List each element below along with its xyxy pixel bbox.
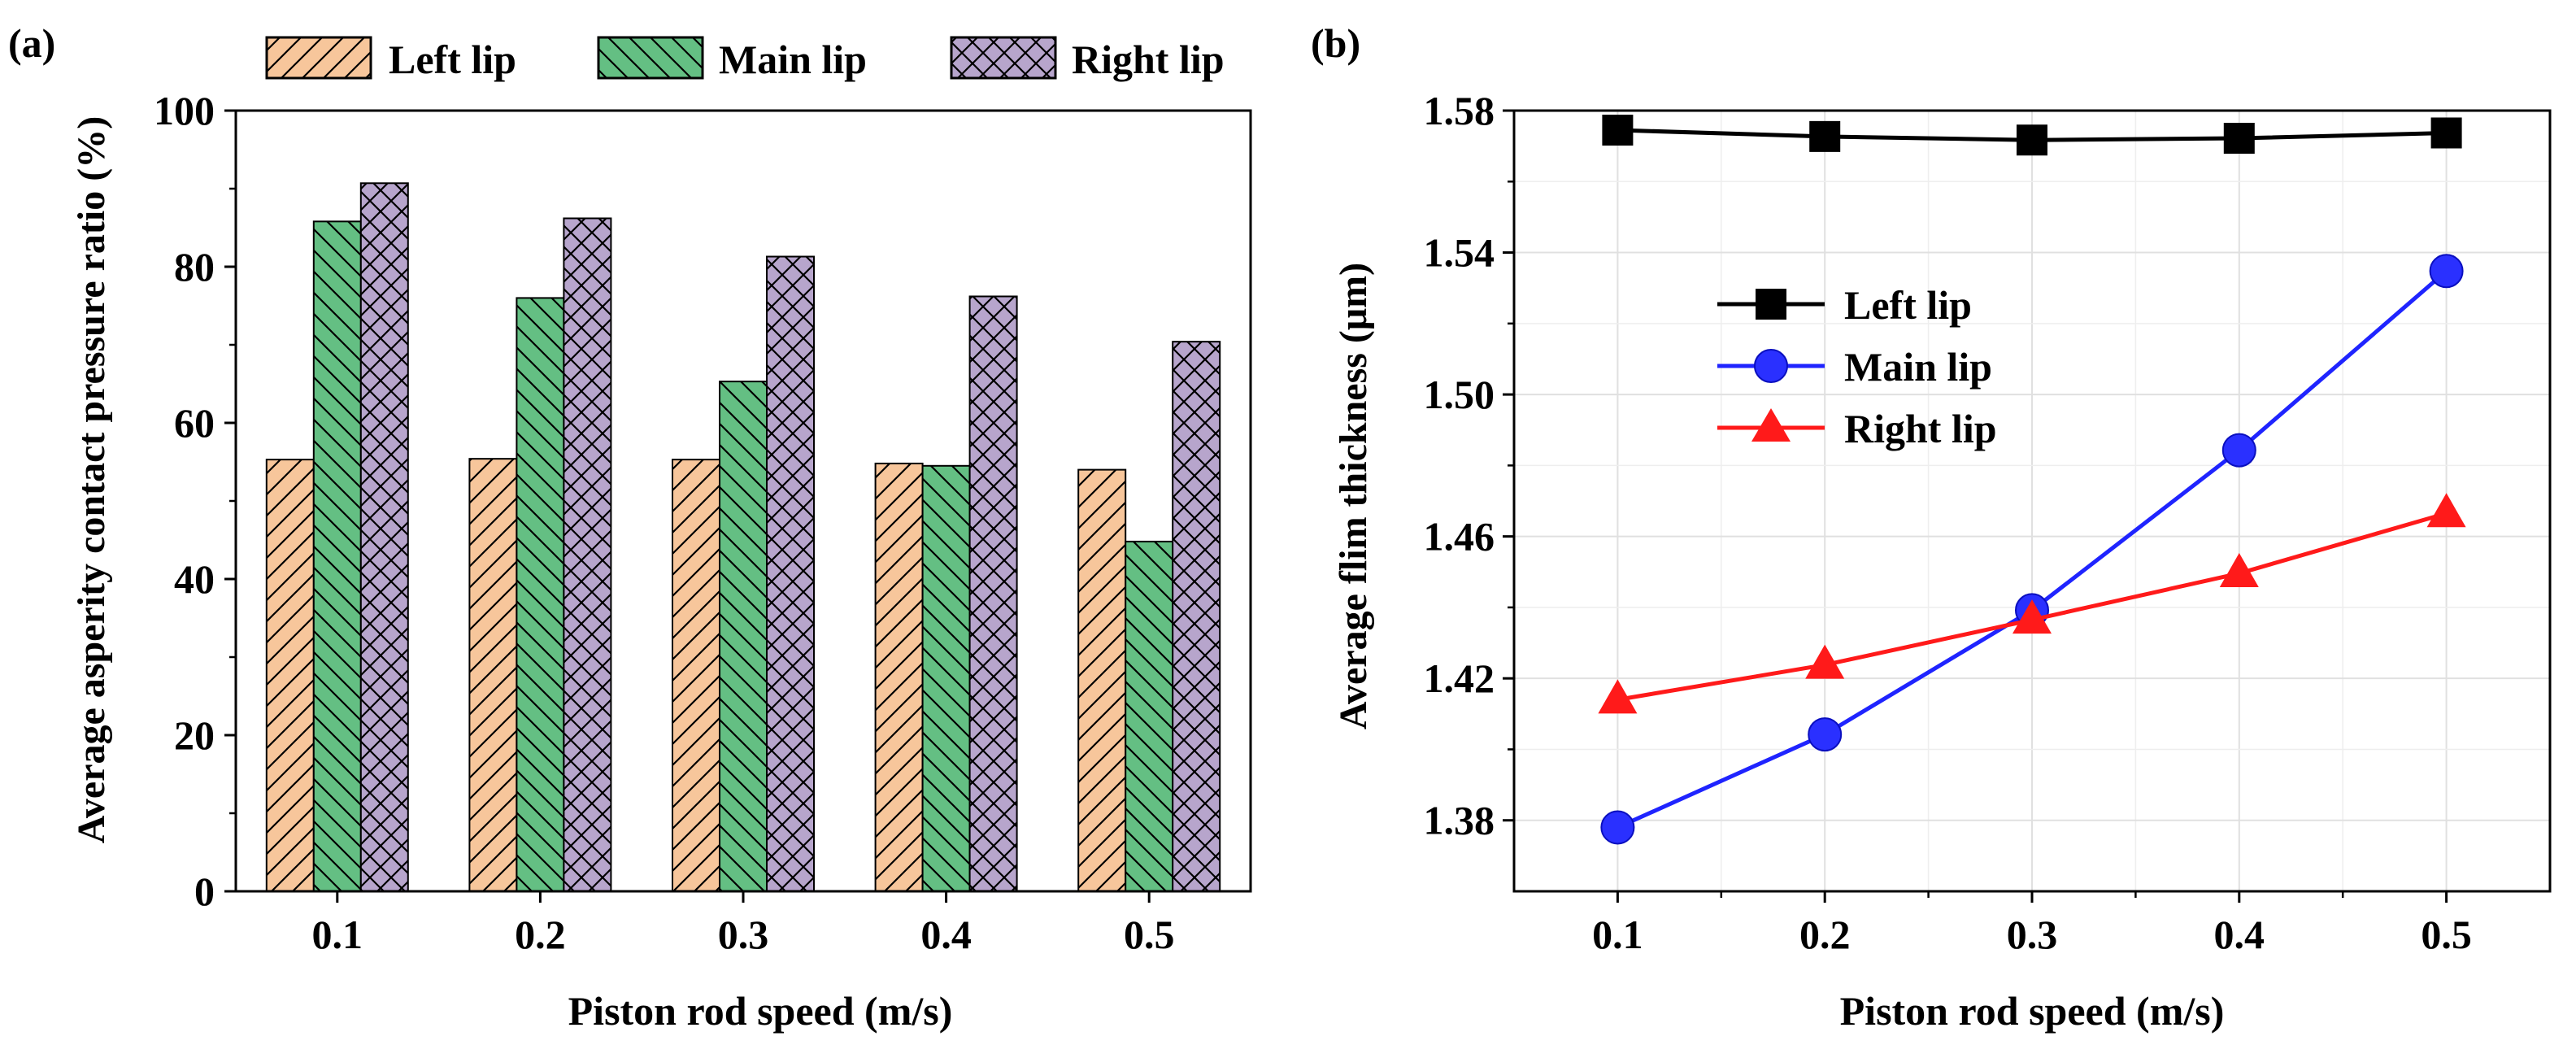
legend-b-label-left: Left lip xyxy=(1844,282,1972,328)
grid-b xyxy=(1514,110,2551,891)
point-left-0.4 xyxy=(2223,123,2255,155)
x-tick-label-a: 0.3 xyxy=(718,912,769,957)
xlabel-a: Piston rod speed (m/s) xyxy=(568,988,953,1034)
legend-b-marker-main xyxy=(1754,349,1788,383)
bar-right-0.4 xyxy=(968,295,1018,893)
legend-a-label-left: Left lip xyxy=(389,37,516,82)
x-tick-label-a: 0.5 xyxy=(1124,912,1175,957)
point-right-0.3 xyxy=(2012,599,2052,634)
plot-frame-a xyxy=(234,109,1252,893)
x-tick-label-b: 0.3 xyxy=(2007,912,2058,957)
point-left-0.3 xyxy=(2017,124,2047,156)
x-tick-label-b: 0.2 xyxy=(1799,912,1851,957)
point-left-0.2 xyxy=(1809,120,1841,152)
point-main-0.4 xyxy=(2221,433,2256,468)
legend-b-label-main: Main lip xyxy=(1844,344,1992,390)
y-tick-label-b: 1.38 xyxy=(1424,798,1495,843)
legend-a: Left lip Main lip Right lip xyxy=(265,36,1225,82)
bar-main-0.2 xyxy=(516,297,565,892)
legend-a-label-right: Right lip xyxy=(1072,37,1225,82)
legend-b-marker-left xyxy=(1756,289,1786,320)
bar-main-0.3 xyxy=(719,381,768,892)
bar-left-0.2 xyxy=(468,458,518,892)
bars-a xyxy=(265,182,1221,893)
y-tick-label-b: 1.50 xyxy=(1424,372,1495,417)
legend-b-label-right: Right lip xyxy=(1844,406,1997,451)
legend-a-swatch-left xyxy=(265,36,372,80)
x-tick-label-b: 0.4 xyxy=(2214,912,2265,957)
x-tick-label-a: 0.4 xyxy=(920,912,972,957)
y-tick-label-b: 1.46 xyxy=(1424,514,1495,560)
point-main-0.2 xyxy=(1808,717,1843,752)
point-main-0.1 xyxy=(1600,810,1635,845)
bar-left-0.3 xyxy=(672,459,720,892)
point-right-0.2 xyxy=(1805,644,1845,679)
legend-a-swatch-main xyxy=(597,36,704,80)
point-left-0.1 xyxy=(1602,115,1634,146)
y-tick-label-a: 80 xyxy=(174,244,215,290)
y-tick-label-b: 1.58 xyxy=(1424,88,1495,133)
panel-a-label: (a) xyxy=(8,20,55,66)
x-tick-label-b: 0.1 xyxy=(1592,912,1643,957)
ylabel-a: Average asperity contact pressure ratio … xyxy=(70,116,113,843)
y-tick-label-a: 100 xyxy=(154,88,215,133)
axes-a: 0.1 0.2 0.3 0.4 0.5 0 20 40 60 80 100 xyxy=(154,88,1252,957)
x-tick-label-b: 0.5 xyxy=(2421,912,2472,957)
legend-a-swatch-right xyxy=(950,36,1057,80)
y-tick-label-b: 1.42 xyxy=(1424,655,1495,701)
plot-frame-b xyxy=(1512,109,2552,893)
lines-b xyxy=(1598,115,2466,845)
y-tick-label-a: 0 xyxy=(194,869,215,914)
bar-right-0.5 xyxy=(1172,341,1221,893)
bar-main-0.4 xyxy=(921,464,971,892)
bar-left-0.4 xyxy=(874,462,924,892)
xlabel-b: Piston rod speed (m/s) xyxy=(1840,988,2225,1034)
point-main-0.5 xyxy=(2429,254,2464,289)
panel-b-label: (b) xyxy=(1311,20,1360,66)
y-tick-label-a: 60 xyxy=(174,400,215,446)
panel-b: (b) 0.1 0.2 0.3 0.4 0.5 1.38 1.42 1.46 1.50 1.54 1… xyxy=(1311,20,2552,1034)
bar-main-0.1 xyxy=(312,220,362,892)
x-tick-label-a: 0.1 xyxy=(312,912,363,957)
y-tick-label-a: 20 xyxy=(174,712,215,758)
point-right-0.5 xyxy=(2426,493,2466,528)
bar-right-0.1 xyxy=(359,182,409,892)
panel-a: (a) Left lip Main lip Right lip 0.1 0.2 0.… xyxy=(8,20,1252,1034)
point-right-0.1 xyxy=(1598,679,1638,714)
x-tick-label-a: 0.2 xyxy=(515,912,566,957)
legend-b: Left lip Main lip Right lip xyxy=(1717,282,1997,451)
y-tick-label-b: 1.54 xyxy=(1424,230,1495,276)
legend-b-marker-right xyxy=(1751,408,1791,442)
point-left-0.5 xyxy=(2430,117,2462,149)
bar-main-0.5 xyxy=(1125,540,1174,892)
bar-left-0.5 xyxy=(1077,468,1127,892)
bar-left-0.1 xyxy=(265,459,315,892)
axes-b: 0.1 0.2 0.3 0.4 0.5 1.38 1.42 1.46 1.50 1.54 1.58 xyxy=(1424,88,2552,957)
legend-a-label-main: Main lip xyxy=(719,37,867,82)
point-right-0.4 xyxy=(2219,553,2259,588)
y-tick-label-a: 40 xyxy=(174,556,215,602)
bar-right-0.2 xyxy=(563,217,612,893)
ylabel-b: Average flim thickness (μm) xyxy=(1332,263,1375,729)
bar-right-0.3 xyxy=(766,255,815,892)
